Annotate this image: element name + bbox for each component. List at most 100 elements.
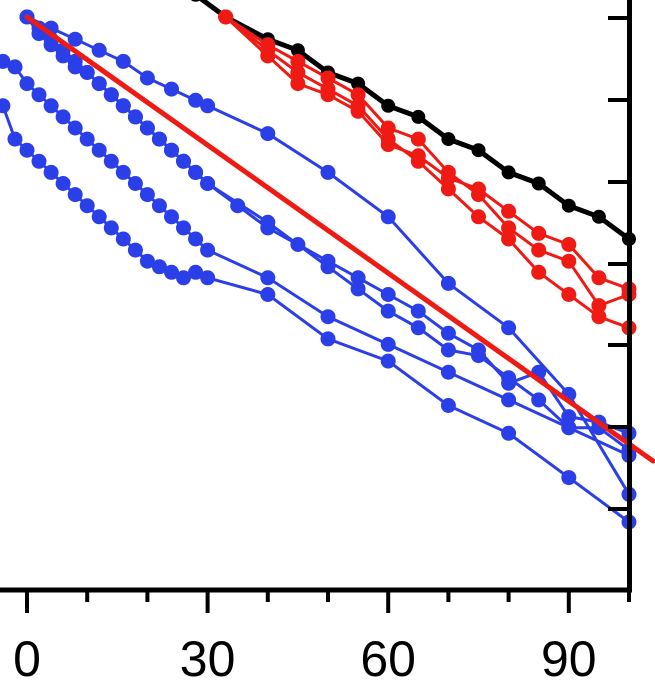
series-5-point — [176, 220, 191, 236]
series-3-point — [591, 270, 607, 286]
series-4-point — [218, 9, 234, 25]
series-6-point — [501, 425, 517, 441]
series-8-point — [531, 392, 547, 408]
series-5-point — [200, 242, 216, 258]
series-9-point — [501, 320, 517, 336]
series-2-point — [320, 70, 336, 86]
series-9-point — [260, 126, 276, 142]
series-5-point — [55, 109, 71, 125]
series-6-point — [188, 264, 204, 280]
series-9-point — [91, 42, 107, 58]
series-4-point — [260, 42, 276, 58]
series-5-point — [260, 270, 276, 286]
series-1-point — [441, 132, 456, 147]
series-5-point — [151, 198, 167, 214]
series-2-point — [531, 242, 547, 258]
series-1-point — [190, 0, 201, 2]
series-6-point — [440, 398, 456, 413]
series-5-point — [31, 87, 47, 103]
series-4-line — [224, 15, 630, 330]
series-8-point — [164, 142, 179, 158]
series-1-point — [381, 98, 396, 113]
tick-labels: 0 30 60 90 — [13, 631, 597, 687]
series-6-point — [115, 231, 131, 247]
series-1-point — [591, 209, 606, 224]
series-2-point — [290, 53, 306, 69]
series-6-point — [176, 270, 191, 286]
series-6-line — [1, 105, 630, 524]
series-4-point — [471, 209, 486, 225]
series-8-point — [115, 98, 131, 114]
series-1-point — [561, 198, 576, 213]
series-6-point — [103, 220, 119, 236]
series-8-point — [350, 281, 366, 297]
series-9-point — [200, 98, 216, 114]
series-8-point — [471, 348, 486, 364]
series-8-point — [55, 48, 71, 64]
series-5-point — [440, 364, 456, 380]
series-8-point — [139, 120, 155, 136]
series-8-point — [561, 420, 577, 436]
series-8-point — [103, 87, 119, 103]
series-6-point — [0, 98, 11, 114]
series-3-point — [561, 237, 577, 252]
series-6-point — [19, 142, 35, 158]
series-2-point — [561, 253, 577, 269]
series-4-point — [501, 231, 517, 247]
series-8-point — [380, 303, 396, 319]
series-5-point — [164, 209, 179, 225]
series-5-point — [67, 120, 83, 136]
series-5-point — [188, 231, 204, 247]
series-6-point — [31, 153, 47, 169]
series-8-point — [43, 37, 59, 53]
series-6-point — [43, 164, 59, 180]
series-5-point — [91, 142, 107, 158]
series-5-point — [7, 59, 23, 75]
x-tick-label: 60 — [360, 631, 416, 687]
series-3-point — [290, 76, 306, 92]
series-2-point — [410, 131, 426, 147]
series-5-point — [320, 309, 336, 325]
series-4-point — [380, 131, 396, 147]
series-7-point — [440, 325, 456, 341]
series-9-point — [115, 53, 131, 69]
series-9-point — [188, 92, 204, 108]
series-1-point — [351, 76, 366, 91]
series-4-point — [410, 153, 426, 169]
series-6 — [0, 98, 637, 530]
series-1-point — [471, 143, 486, 158]
series-1-point — [411, 109, 426, 124]
series-7-point — [350, 270, 366, 286]
series-4-point — [320, 81, 336, 97]
series-4-point — [531, 264, 547, 280]
series-9 — [19, 9, 637, 502]
series-4-point — [591, 309, 607, 325]
series-9-point — [164, 81, 179, 97]
series-8-point — [440, 342, 456, 358]
x-tick-label: 30 — [180, 631, 236, 687]
series-6-point — [91, 209, 107, 225]
series-3-point — [471, 181, 486, 197]
series-6-point — [7, 131, 23, 147]
series-8-point — [200, 176, 216, 191]
series-4 — [218, 9, 637, 336]
series-8-point — [410, 320, 426, 336]
series-6-point — [127, 242, 143, 258]
series-9-point — [440, 275, 456, 291]
series-9-point — [320, 164, 336, 180]
x-tick-label: 0 — [13, 631, 41, 687]
series-6-point — [139, 253, 155, 269]
series-8-point — [188, 164, 204, 180]
series-8-point — [67, 59, 83, 75]
x-tick-label: 90 — [541, 631, 597, 687]
series-8-point — [151, 131, 167, 147]
axes — [0, 0, 632, 613]
series-1-point — [531, 176, 546, 191]
series-5-point — [501, 392, 517, 408]
series-9-point — [139, 70, 155, 86]
series-1-point — [501, 165, 516, 180]
series-8-point — [260, 214, 276, 230]
series-8-point — [91, 76, 107, 92]
series-4-point — [350, 98, 366, 114]
